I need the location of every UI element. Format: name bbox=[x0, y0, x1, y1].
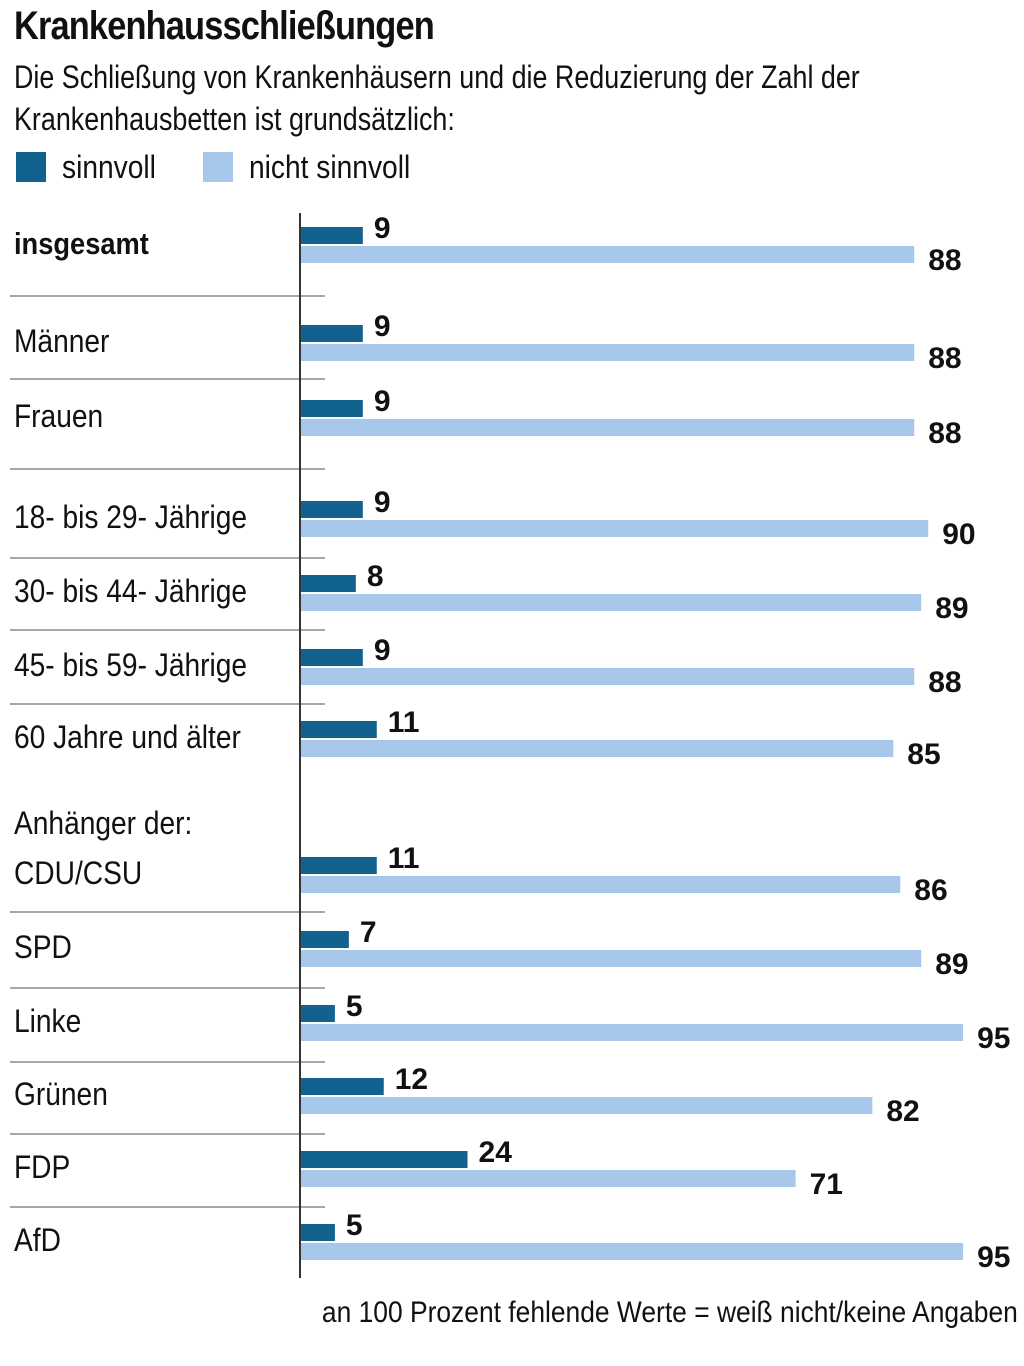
bar-nicht-sinnvoll bbox=[300, 1024, 964, 1041]
category-label: CDU/CSU bbox=[14, 856, 142, 891]
data-label-sinnvoll: 11 bbox=[388, 842, 420, 875]
chart-title: Krankenhausschließungen bbox=[14, 4, 435, 48]
data-label-sinnvoll: 5 bbox=[346, 990, 363, 1023]
category-label: FDP bbox=[14, 1150, 70, 1185]
bar-nicht-sinnvoll bbox=[300, 344, 915, 361]
data-label-nicht-sinnvoll: 88 bbox=[928, 244, 961, 277]
category-label: 60 Jahre und älter bbox=[14, 720, 241, 755]
bar-nicht-sinnvoll bbox=[300, 950, 922, 967]
data-label-nicht-sinnvoll: 90 bbox=[942, 518, 975, 551]
bar-sinnvoll bbox=[300, 1224, 335, 1241]
bar-nicht-sinnvoll bbox=[300, 876, 901, 893]
bar-nicht-sinnvoll bbox=[300, 740, 894, 757]
bar-nicht-sinnvoll bbox=[300, 594, 922, 611]
bar-nicht-sinnvoll bbox=[300, 246, 915, 263]
data-label-nicht-sinnvoll: 82 bbox=[886, 1095, 919, 1128]
category-label: Männer bbox=[14, 324, 109, 359]
data-label-sinnvoll: 11 bbox=[388, 706, 420, 739]
bar-sinnvoll bbox=[300, 649, 363, 666]
category-label: SPD bbox=[14, 930, 72, 965]
footnote: an 100 Prozent fehlende Werte = weiß nic… bbox=[322, 1296, 1018, 1329]
bar-nicht-sinnvoll bbox=[300, 1243, 964, 1260]
category-label: Frauen bbox=[14, 399, 103, 434]
category-label: Linke bbox=[14, 1004, 81, 1039]
data-label-sinnvoll: 5 bbox=[346, 1209, 363, 1242]
category-label: 30- bis 44- Jährige bbox=[14, 574, 247, 609]
data-label-nicht-sinnvoll: 71 bbox=[810, 1168, 843, 1201]
bar-nicht-sinnvoll bbox=[300, 668, 915, 685]
legend: sinnvoll nicht sinnvoll bbox=[16, 145, 466, 189]
data-label-nicht-sinnvoll: 88 bbox=[928, 666, 961, 699]
legend-item-sinnvoll: sinnvoll bbox=[16, 149, 169, 186]
chart-subtitle: Die Schließung von Krankenhäusern und di… bbox=[14, 59, 860, 137]
bar-sinnvoll bbox=[300, 721, 377, 738]
legend-label-sinnvoll: sinnvoll bbox=[62, 148, 156, 185]
bar-sinnvoll bbox=[300, 227, 363, 244]
legend-swatch-nicht-sinnvoll bbox=[202, 152, 233, 182]
data-label-sinnvoll: 9 bbox=[374, 385, 391, 418]
legend-swatch-sinnvoll bbox=[16, 152, 46, 182]
data-label-nicht-sinnvoll: 88 bbox=[928, 417, 961, 450]
data-label-sinnvoll: 24 bbox=[479, 1136, 513, 1169]
legend-item-nicht-sinnvoll: nicht sinnvoll bbox=[202, 148, 432, 186]
bar-sinnvoll bbox=[300, 501, 363, 518]
data-label-nicht-sinnvoll: 95 bbox=[977, 1241, 1010, 1274]
data-label-sinnvoll: 8 bbox=[367, 560, 384, 593]
bar-sinnvoll bbox=[300, 931, 349, 948]
bar-sinnvoll bbox=[300, 857, 377, 874]
bar-nicht-sinnvoll bbox=[300, 419, 915, 436]
data-label-nicht-sinnvoll: 89 bbox=[935, 592, 968, 625]
category-label: Grünen bbox=[14, 1077, 108, 1112]
group-label: Anhänger der: bbox=[14, 806, 192, 841]
data-label-sinnvoll: 9 bbox=[374, 212, 391, 245]
category-label: 45- bis 59- Jährige bbox=[14, 648, 247, 683]
bar-sinnvoll bbox=[300, 1005, 335, 1022]
bar-nicht-sinnvoll bbox=[300, 1097, 873, 1114]
bar-sinnvoll bbox=[300, 400, 363, 417]
data-label-nicht-sinnvoll: 89 bbox=[935, 948, 968, 981]
category-label: AfD bbox=[14, 1223, 61, 1258]
data-label-sinnvoll: 9 bbox=[374, 486, 391, 519]
data-label-nicht-sinnvoll: 95 bbox=[977, 1022, 1010, 1055]
legend-label-nicht-sinnvoll: nicht sinnvoll bbox=[248, 148, 410, 185]
bar-nicht-sinnvoll bbox=[300, 1170, 796, 1187]
data-label-nicht-sinnvoll: 86 bbox=[914, 874, 947, 907]
bar-sinnvoll bbox=[300, 1151, 468, 1168]
data-label-sinnvoll: 9 bbox=[374, 310, 391, 343]
bar-sinnvoll bbox=[300, 575, 356, 592]
bar-sinnvoll bbox=[300, 325, 363, 342]
category-label: 18- bis 29- Jährige bbox=[14, 500, 247, 535]
bar-sinnvoll bbox=[300, 1078, 384, 1095]
bar-nicht-sinnvoll bbox=[300, 520, 929, 537]
data-label-nicht-sinnvoll: 88 bbox=[928, 342, 961, 375]
category-label: insgesamt bbox=[14, 227, 149, 261]
data-label-sinnvoll: 12 bbox=[395, 1063, 428, 1096]
data-label-nicht-sinnvoll: 85 bbox=[907, 738, 940, 771]
data-label-sinnvoll: 7 bbox=[360, 916, 377, 949]
data-label-sinnvoll: 9 bbox=[374, 634, 391, 667]
